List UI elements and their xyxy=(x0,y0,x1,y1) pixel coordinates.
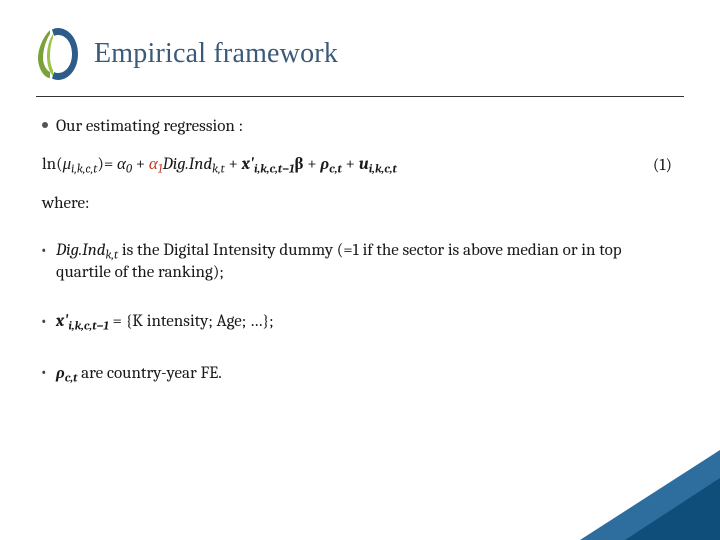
corner-triangle-inner xyxy=(625,478,720,540)
oecd-logo-icon xyxy=(36,28,80,80)
intro-text: Our estimating regression : xyxy=(56,117,243,136)
slide-title: Empirical framework xyxy=(94,38,338,70)
list-item: x'i,k,c,t−1 = {K intensity; Age; …}; xyxy=(56,312,676,333)
list-item: ρc,t are country-year FE. xyxy=(56,363,676,385)
intro-line: Our estimating regression : xyxy=(42,117,676,136)
bullet-icon xyxy=(42,122,48,128)
equation-number: (1) xyxy=(653,156,672,175)
where-label: where: xyxy=(42,194,676,213)
equation-row: ln(μi,k,c,t)= α0 + α1Dig.Indk,t + x'i,k,… xyxy=(38,154,676,176)
logo-right-arc xyxy=(52,28,78,80)
definition-list: Dig.Indk,t is the Digital Intensity dumm… xyxy=(38,241,676,385)
logo-inner-arc xyxy=(47,34,53,76)
slide-body: Our estimating regression : ln(μi,k,c,t)… xyxy=(36,117,684,386)
list-item: Dig.Indk,t is the Digital Intensity dumm… xyxy=(56,241,676,281)
slide-container: Empirical framework Our estimating regre… xyxy=(0,0,720,540)
main-equation: ln(μi,k,c,t)= α0 + α1Dig.Indk,t + x'i,k,… xyxy=(42,154,397,176)
slide-header: Empirical framework xyxy=(36,28,684,97)
